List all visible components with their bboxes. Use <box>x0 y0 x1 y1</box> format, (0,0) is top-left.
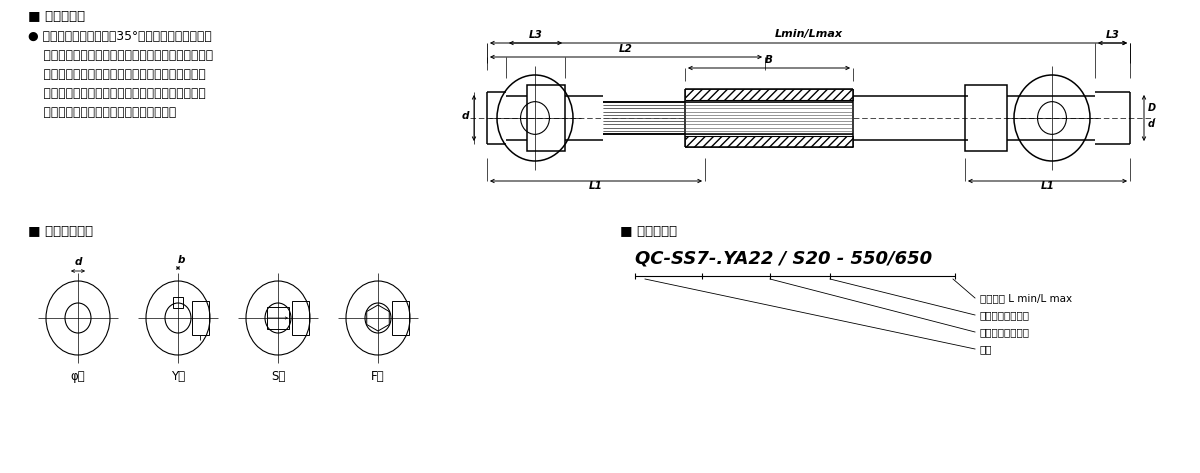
Bar <box>292 301 310 335</box>
Bar <box>266 307 289 329</box>
Text: 负载，关节部位不应受到轴向拉力。保证无故障运: 负载，关节部位不应受到轴向拉力。保证无故障运 <box>28 87 205 100</box>
Bar <box>685 89 853 100</box>
Text: Lmin/Lmax: Lmin/Lmax <box>774 29 842 39</box>
Text: 精度高，方便更快捷的装卸。可根据要求开键槽孔，: 精度高，方便更快捷的装卸。可根据要求开键槽孔， <box>28 49 214 62</box>
Text: L1: L1 <box>589 181 602 191</box>
Bar <box>685 136 853 147</box>
Text: ■ 标记示例：: ■ 标记示例： <box>620 225 677 238</box>
Text: φ型: φ型 <box>71 370 85 383</box>
Text: 行，接头部位必须经常进行充分的润滑。: 行，接头部位必须经常进行充分的润滑。 <box>28 106 176 119</box>
Bar <box>192 301 209 335</box>
Text: ■ 结构特点：: ■ 结构特点： <box>28 10 85 23</box>
Text: L2: L2 <box>619 44 632 54</box>
Text: 型号: 型号 <box>980 344 992 354</box>
Text: L1: L1 <box>1040 181 1055 191</box>
Bar <box>965 85 1007 151</box>
Text: ■ 成品孔型式：: ■ 成品孔型式： <box>28 225 94 238</box>
Text: L3: L3 <box>1105 30 1120 40</box>
Text: L3: L3 <box>528 30 542 40</box>
Text: d: d <box>74 257 82 267</box>
Text: d: d <box>462 111 469 121</box>
Text: ● 本标准每节转动角度＜35°，截面承载力大，传递: ● 本标准每节转动角度＜35°，截面承载力大，传递 <box>28 30 211 43</box>
Text: d: d <box>1148 119 1154 129</box>
Text: S型: S型 <box>271 370 286 383</box>
Bar <box>392 301 409 335</box>
Bar <box>527 85 565 151</box>
Text: b: b <box>178 255 185 265</box>
Text: 主动轴孔径及类别: 主动轴孔径及类别 <box>980 327 1030 337</box>
Text: 从动轴孔径及类别: 从动轴孔径及类别 <box>980 310 1030 320</box>
Text: 四方孔，六方孔等球和套筒接头取决于偏转角度和: 四方孔，六方孔等球和套筒接头取决于偏转角度和 <box>28 68 205 81</box>
Text: 安装长度 L min/L max: 安装长度 L min/L max <box>980 293 1072 303</box>
Text: B: B <box>766 55 773 65</box>
Bar <box>685 100 853 136</box>
Text: QC-SS7-.YA22 / S20 - 550/650: QC-SS7-.YA22 / S20 - 550/650 <box>635 250 932 268</box>
Text: D: D <box>1148 103 1156 113</box>
Text: Y型: Y型 <box>170 370 185 383</box>
Text: F型: F型 <box>371 370 385 383</box>
Bar <box>173 297 182 308</box>
